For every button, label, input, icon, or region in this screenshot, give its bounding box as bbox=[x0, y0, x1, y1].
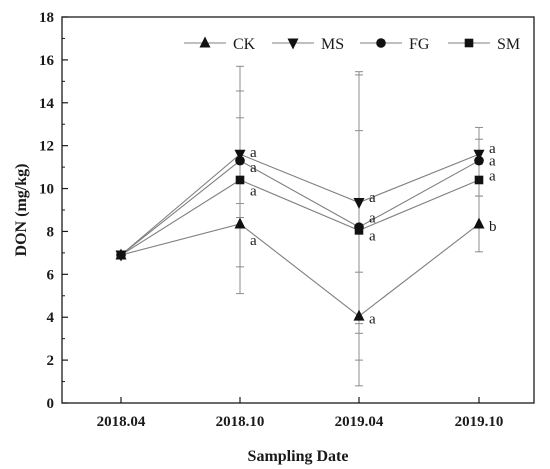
legend-label-ms: MS bbox=[321, 36, 344, 53]
data-point-ms bbox=[473, 149, 485, 161]
y-tick-label: 2 bbox=[47, 353, 55, 369]
significance-label-sm: a bbox=[250, 184, 257, 200]
significance-label-fg: a bbox=[369, 211, 376, 227]
data-point-sm bbox=[354, 226, 364, 235]
y-tick-label: 4 bbox=[47, 310, 55, 326]
legend-label-ck: CK bbox=[233, 36, 256, 53]
significance-label-ck: a bbox=[369, 311, 376, 327]
data-point-fg bbox=[474, 155, 484, 166]
data-point-sm bbox=[116, 250, 126, 260]
y-tick-label: 18 bbox=[39, 10, 54, 26]
significance-label-ck: b bbox=[489, 219, 497, 235]
x-tick-label: 2018.10 bbox=[216, 414, 265, 430]
data-point-sm bbox=[235, 175, 245, 185]
y-tick-label: 6 bbox=[47, 267, 55, 283]
significance-label-sm: a bbox=[369, 229, 376, 245]
legend-label-sm: SM bbox=[497, 36, 520, 53]
plot-frame bbox=[61, 16, 535, 404]
significance-label-fg: a bbox=[250, 160, 257, 176]
y-axis: 0 2 4 6 8 10 12 14 16 18 bbox=[39, 10, 68, 412]
data-point-ck bbox=[234, 217, 246, 229]
x-axis: 2018.04 2018.10 2019.04 2019.10 bbox=[97, 397, 504, 430]
data-point-ms bbox=[353, 197, 365, 209]
data-point-ck bbox=[473, 217, 485, 229]
legend: CK MS FG SM bbox=[184, 36, 520, 53]
significance-label-ms: a bbox=[489, 141, 496, 157]
series-line-sm bbox=[120, 179, 480, 256]
significance-label-ms: a bbox=[369, 190, 376, 206]
x-tick-label: 2019.10 bbox=[455, 414, 504, 430]
x-tick-label: 2019.04 bbox=[335, 414, 384, 430]
significance-label-ms: a bbox=[250, 145, 257, 161]
data-point-sm bbox=[474, 175, 484, 185]
y-tick-label: 0 bbox=[47, 396, 55, 412]
series-line-ck bbox=[120, 223, 480, 317]
legend-marker-ck bbox=[199, 36, 211, 48]
significance-label-ck: a bbox=[250, 233, 257, 249]
data-point-fg bbox=[235, 155, 245, 166]
series-markers bbox=[115, 149, 485, 321]
significance-label-sm: a bbox=[489, 169, 496, 185]
y-tick-label: 16 bbox=[39, 53, 55, 69]
x-tick-label: 2018.04 bbox=[97, 414, 146, 430]
series-lines bbox=[120, 153, 480, 317]
significance-label-fg: a bbox=[489, 154, 496, 170]
legend-marker-sm bbox=[464, 38, 474, 48]
y-tick-label: 8 bbox=[47, 224, 55, 240]
series-line-fg bbox=[120, 160, 480, 256]
data-point-ms bbox=[234, 149, 246, 161]
y-tick-label: 12 bbox=[39, 139, 54, 155]
y-tick-label: 14 bbox=[39, 96, 55, 112]
legend-marker-fg bbox=[376, 38, 386, 48]
legend-marker-ms bbox=[287, 38, 299, 50]
legend-label-fg: FG bbox=[409, 36, 430, 53]
data-point-ck bbox=[353, 309, 365, 321]
series-line-ms bbox=[120, 153, 480, 256]
x-axis-title: Sampling Date bbox=[248, 448, 349, 465]
y-axis-title: DON (mg/kg) bbox=[13, 164, 30, 257]
y-tick-label: 10 bbox=[39, 182, 54, 198]
